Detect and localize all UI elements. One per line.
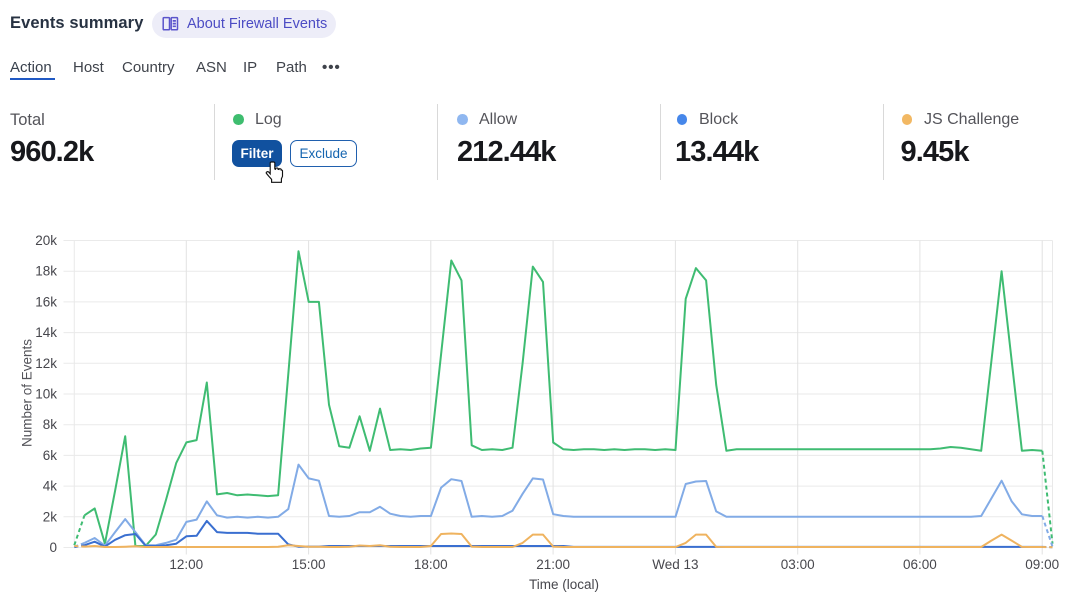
svg-text:15:00: 15:00 (292, 557, 326, 572)
svg-text:12:00: 12:00 (169, 557, 203, 572)
svg-text:03:00: 03:00 (781, 557, 815, 572)
svg-text:2k: 2k (43, 509, 58, 524)
svg-text:Time (local): Time (local) (529, 577, 599, 592)
svg-text:06:00: 06:00 (903, 557, 937, 572)
svg-text:16k: 16k (35, 294, 57, 309)
svg-text:10k: 10k (35, 387, 57, 402)
svg-text:20k: 20k (35, 233, 57, 248)
svg-text:4k: 4k (43, 479, 58, 494)
svg-text:21:00: 21:00 (536, 557, 570, 572)
svg-text:18:00: 18:00 (414, 557, 448, 572)
svg-text:Wed 13: Wed 13 (652, 557, 698, 572)
svg-text:14k: 14k (35, 325, 57, 340)
svg-text:0: 0 (49, 540, 57, 555)
svg-text:09:00: 09:00 (1025, 557, 1059, 572)
svg-text:6k: 6k (43, 448, 58, 463)
svg-text:18k: 18k (35, 264, 57, 279)
svg-text:12k: 12k (35, 356, 57, 371)
svg-text:8k: 8k (43, 417, 58, 432)
svg-text:Number of Events: Number of Events (20, 339, 35, 447)
